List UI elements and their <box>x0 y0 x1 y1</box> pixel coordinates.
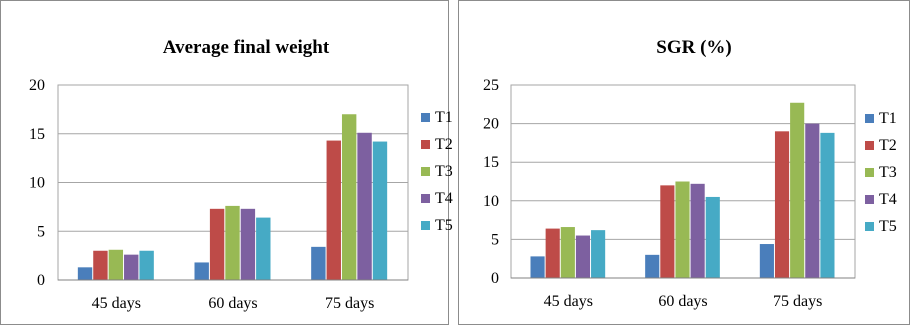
legend-swatch <box>421 140 430 149</box>
chart-panel-sgr: SGR (%) 0 5 10 15 20 25 45 days 60 days 75 days T… <box>458 0 910 325</box>
y-tick-label: 25 <box>483 77 499 94</box>
bar <box>660 185 675 278</box>
bar <box>93 250 108 280</box>
legend-label: T3 <box>435 163 453 180</box>
bar <box>341 114 357 280</box>
legend-swatch <box>865 141 874 150</box>
bar <box>530 256 545 278</box>
bar <box>225 205 240 280</box>
weight-chart-svg: Average final weight 0 5 10 15 20 45 days 60 d… <box>29 37 453 312</box>
y-tick-label: 0 <box>37 272 45 289</box>
y-tick-label: 0 <box>491 270 499 287</box>
bar <box>240 208 256 280</box>
y-tick-label: 15 <box>29 126 45 143</box>
legend-swatch <box>865 168 874 177</box>
y-tick-label: 20 <box>483 116 499 133</box>
bar <box>645 254 660 278</box>
x-tick-label: 45 days <box>544 293 593 310</box>
bar <box>820 132 835 278</box>
bar <box>326 140 341 280</box>
bar <box>357 132 372 280</box>
legend-label: T3 <box>879 164 897 181</box>
bar <box>545 228 560 278</box>
x-tick-label: 75 days <box>325 295 374 312</box>
bar <box>790 102 805 278</box>
y-tick-label: 10 <box>483 193 499 210</box>
y-tick-label: 20 <box>29 77 45 94</box>
bar <box>705 196 720 278</box>
y-tick-label: 5 <box>37 223 45 240</box>
legend-label: T4 <box>435 190 453 207</box>
bar <box>124 254 139 280</box>
bar <box>560 227 575 278</box>
chart-title: SGR (%) <box>656 37 731 58</box>
bar <box>690 183 705 278</box>
legend-swatch <box>865 195 874 204</box>
bar <box>372 141 388 280</box>
bar <box>139 250 154 280</box>
legend-label: T2 <box>435 136 453 153</box>
y-tick-label: 10 <box>29 175 45 192</box>
legend-swatch <box>421 113 430 122</box>
legend-swatch <box>421 221 430 230</box>
x-tick-label: 60 days <box>208 295 257 312</box>
bar <box>209 208 225 280</box>
y-tick-label: 15 <box>483 154 499 171</box>
bar <box>194 262 209 280</box>
legend-swatch <box>421 194 430 203</box>
bar <box>591 230 606 278</box>
bar <box>759 244 774 278</box>
bar <box>805 123 820 278</box>
bar <box>675 181 690 278</box>
sgr-chart-svg: SGR (%) 0 5 10 15 20 25 45 days 60 days 75 days T… <box>483 37 897 310</box>
legend-swatch <box>421 167 430 176</box>
bar <box>108 249 124 280</box>
legend-label: T2 <box>879 137 897 154</box>
legend-label: T1 <box>435 109 453 126</box>
bar <box>575 235 591 278</box>
x-tick-label: 45 days <box>92 295 141 312</box>
x-tick-label: 60 days <box>658 293 707 310</box>
legend-label: T5 <box>879 218 897 235</box>
bar <box>77 267 93 280</box>
bar <box>311 246 326 280</box>
legend-label: T1 <box>879 110 897 127</box>
legend-swatch <box>865 114 874 123</box>
legend-label: T5 <box>435 217 453 234</box>
legend-label: T4 <box>879 191 897 208</box>
bar <box>256 217 271 280</box>
bar <box>774 131 790 278</box>
x-tick-label: 75 days <box>773 293 822 310</box>
chart-panel-weight: Average final weight 0 5 10 15 20 45 days 60 d… <box>0 0 453 325</box>
chart-title: Average final weight <box>163 37 330 58</box>
y-tick-label: 5 <box>491 231 499 248</box>
legend-swatch <box>865 222 874 231</box>
